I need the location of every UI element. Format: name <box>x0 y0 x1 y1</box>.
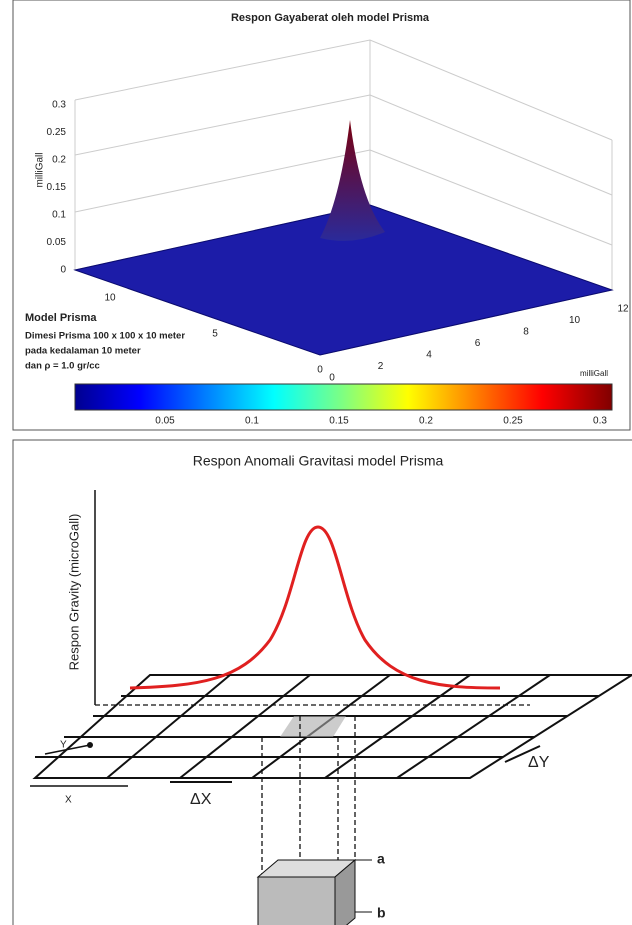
y-label-small: Y <box>60 740 67 751</box>
prism <box>256 858 372 925</box>
bottom-title: Respon Anomali Gravitasi model Prisma <box>193 453 444 469</box>
z-tick-label: 0.1 <box>52 210 66 221</box>
z-tick-label: 0.2 <box>52 155 66 166</box>
y-label: Respon Gravity (microGall) <box>66 514 81 671</box>
label-b: b <box>377 905 386 921</box>
x-tick-label: 8 <box>523 327 529 338</box>
z-tick-label: 0 <box>60 265 66 276</box>
z-label: milliGall <box>35 153 46 188</box>
colorbar-tick-label: 0.05 <box>155 416 175 427</box>
delta-y-arrow <box>504 745 541 763</box>
colorbar <box>74 383 613 411</box>
colorbar-tick-label: 0.25 <box>503 416 523 427</box>
delta-x: ΔX <box>190 791 212 808</box>
legend-line: dan ρ = 1.0 gr/cc <box>25 361 100 372</box>
colorbar-tick-label: 0.1 <box>245 416 259 427</box>
x-tick-label: 0 <box>329 373 335 384</box>
bottom-panel: Respon Anomali Gravitasi model Prisma Re… <box>12 439 632 925</box>
label-a: a <box>377 851 385 867</box>
y-tick-label: 10 <box>104 293 116 304</box>
x-tick-label: 4 <box>426 350 432 361</box>
delta-y: ΔY <box>528 754 550 771</box>
colorbar-tick-label: 0.2 <box>419 416 433 427</box>
z-tick-label: 0.05 <box>47 237 67 248</box>
y-arrow <box>44 744 91 755</box>
x-tick-label: 2 <box>378 361 384 372</box>
x-label: X <box>65 795 72 806</box>
y-tick-label: 0 <box>317 365 323 376</box>
colorbar-tick-label: 0.15 <box>329 416 349 427</box>
z-tick-label: 0.3 <box>52 100 66 111</box>
x-tick-label: 6 <box>475 338 481 349</box>
legend-line: Dimesi Prisma 100 x 100 x 10 meter <box>25 331 185 342</box>
y-dot <box>87 742 93 748</box>
surface <box>73 204 614 356</box>
z-tick-label: 0.15 <box>47 182 67 193</box>
z-tick-label: 0.25 <box>47 127 67 138</box>
colorbar-label: milliGall <box>580 369 608 378</box>
response-curve <box>129 525 501 690</box>
panel-border <box>12 0 631 431</box>
colorbar-tick-label: 0.3 <box>593 416 607 427</box>
surface-peak <box>320 120 385 241</box>
panel-border <box>12 439 632 925</box>
x-tick-label: 12 <box>617 304 629 315</box>
legend-line: pada kedalaman 10 meter <box>25 346 141 357</box>
top-panel: Respon Gayaberat oleh model Prisma milli… <box>12 0 631 431</box>
x-tick-label: 10 <box>569 315 581 326</box>
legend-title: Model Prisma <box>25 312 97 324</box>
top-title: Respon Gayaberat oleh model Prisma <box>231 12 430 24</box>
y-tick-label: 5 <box>212 329 218 340</box>
